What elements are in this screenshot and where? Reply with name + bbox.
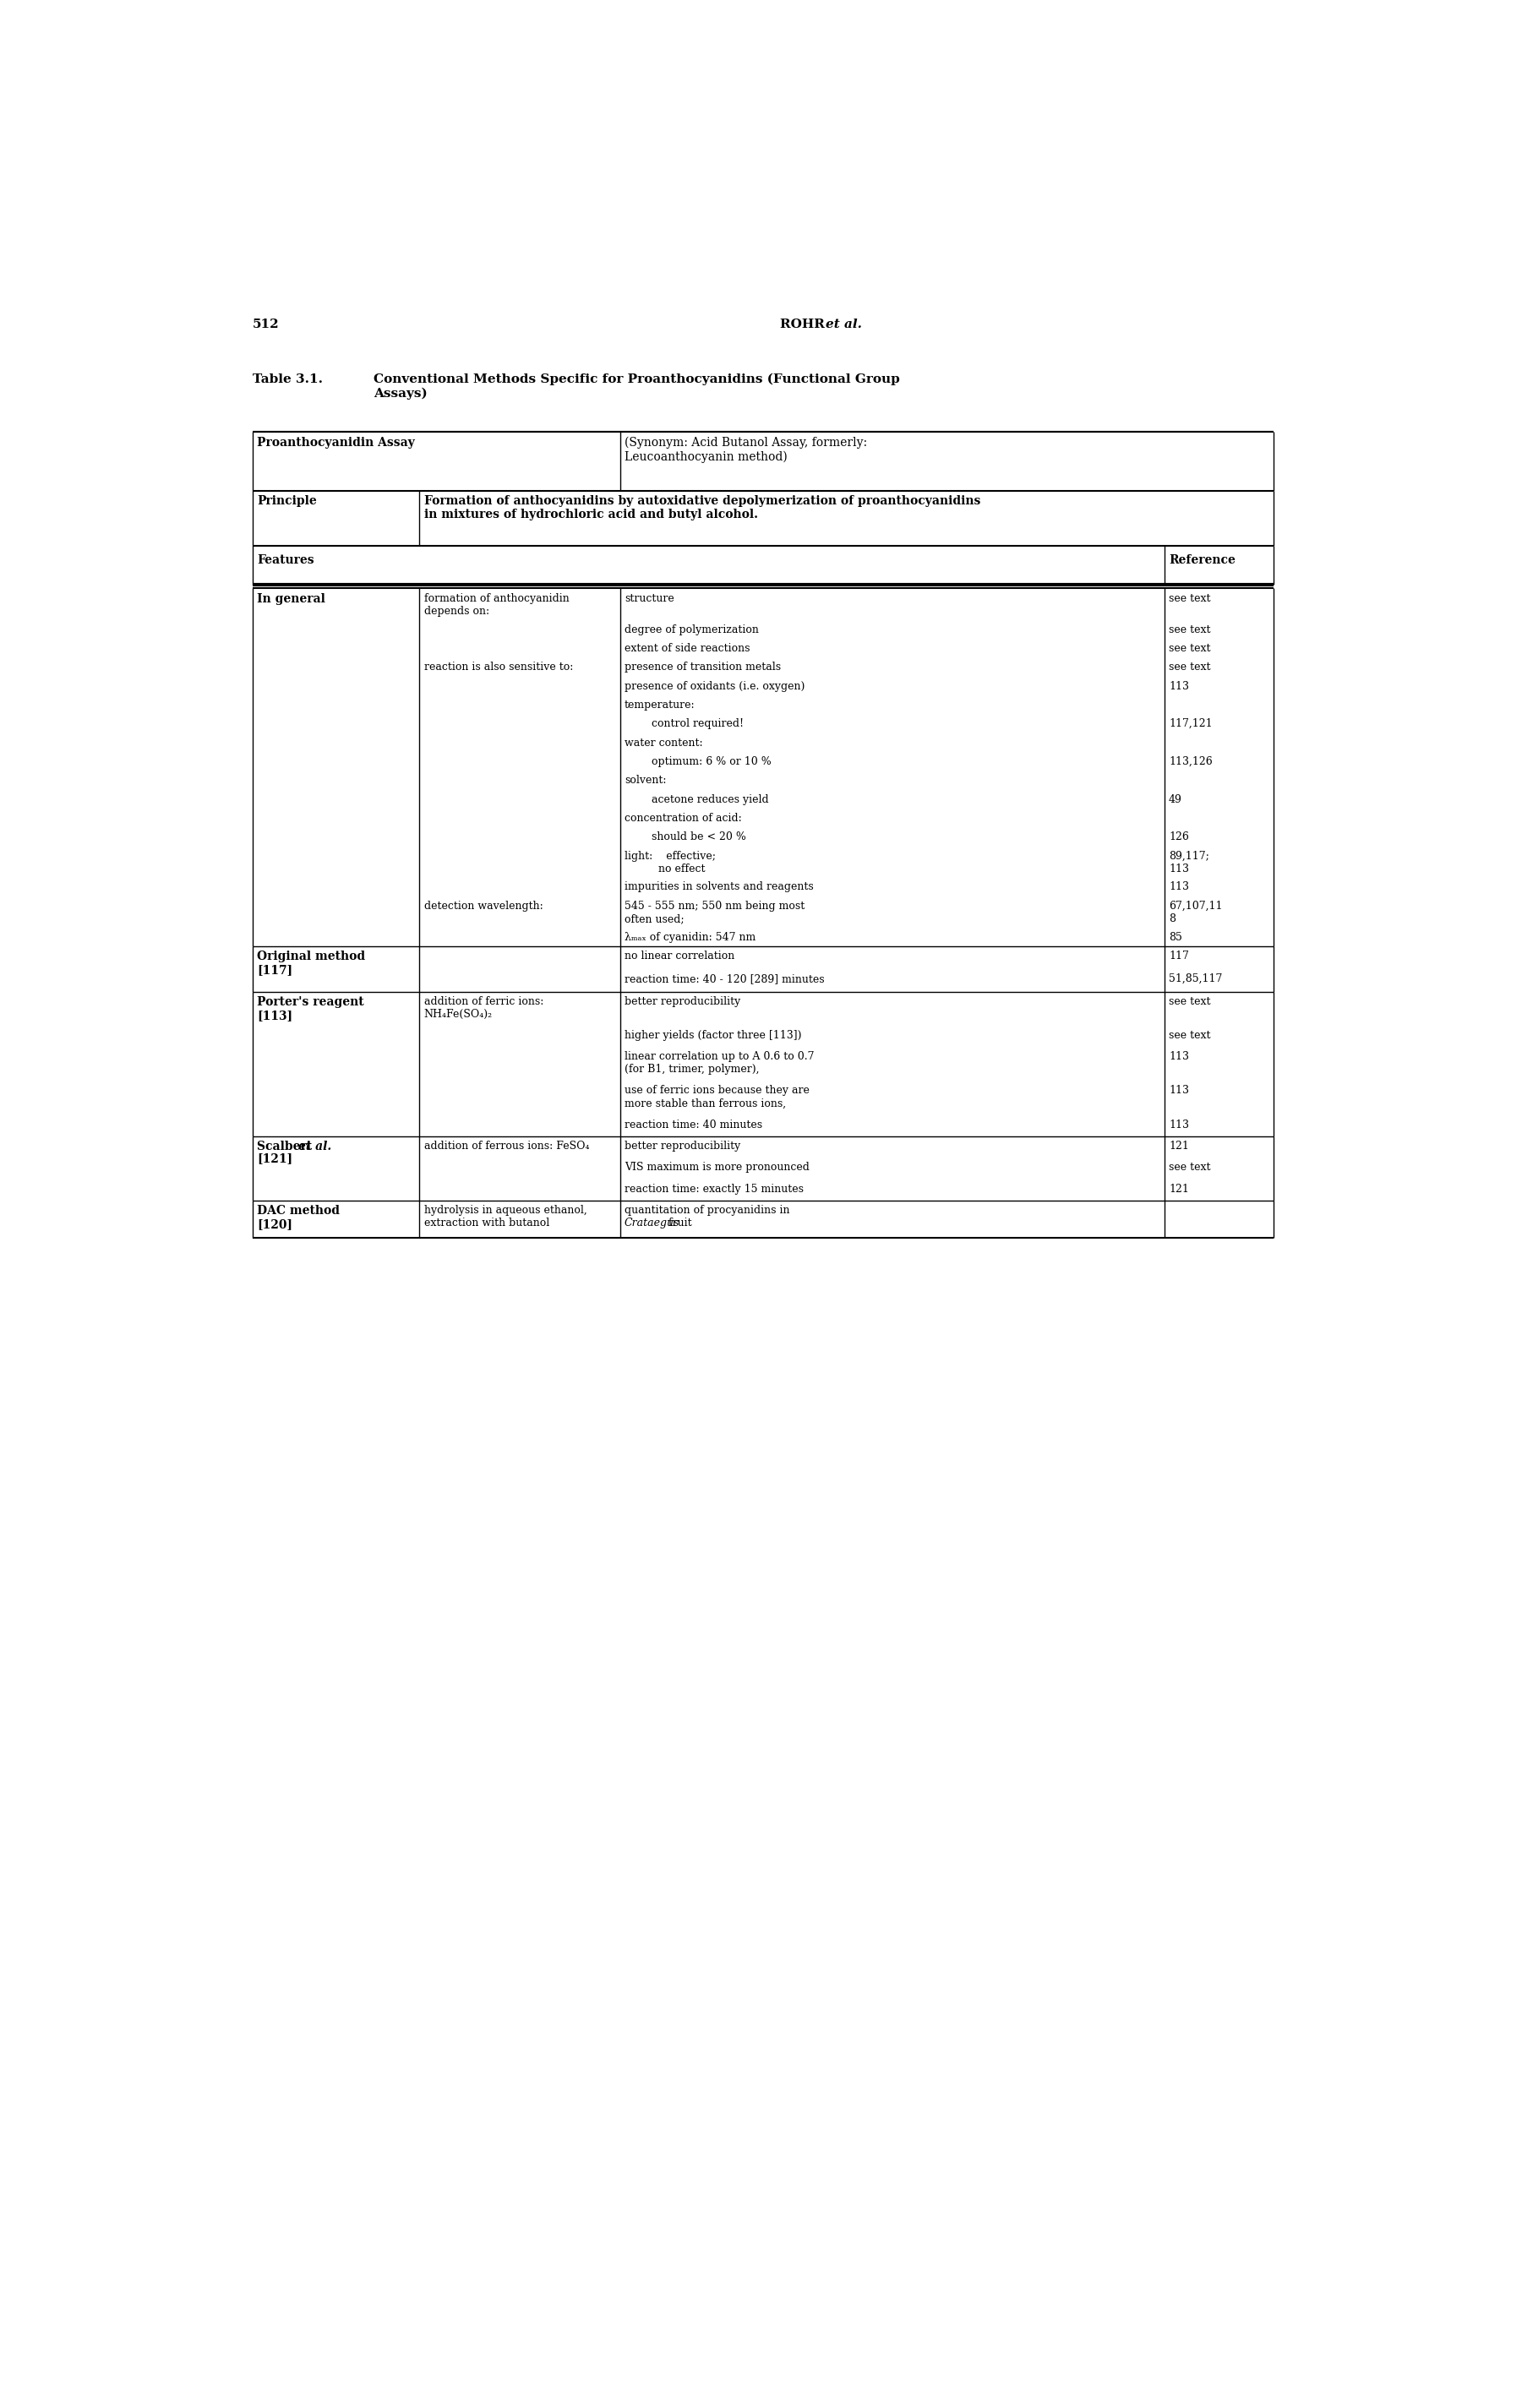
Text: 113: 113	[1169, 681, 1189, 691]
Text: see text: see text	[1169, 643, 1210, 655]
Text: VIS maximum is more pronounced: VIS maximum is more pronounced	[624, 1163, 810, 1173]
Text: 67,107,11
8: 67,107,11 8	[1169, 901, 1222, 925]
Text: Assays): Assays)	[373, 388, 428, 400]
Text: reaction time: exactly 15 minutes: reaction time: exactly 15 minutes	[624, 1182, 804, 1194]
Text: no linear correlation: no linear correlation	[624, 951, 735, 961]
Text: hydrolysis in aqueous ethanol,
extraction with butanol: hydrolysis in aqueous ethanol, extractio…	[425, 1204, 587, 1228]
Text: Formation of anthocyanidins by autoxidative depolymerization of proanthocyanidin: Formation of anthocyanidins by autoxidat…	[425, 496, 980, 520]
Text: Scalbert: Scalbert	[257, 1141, 317, 1153]
Text: see text: see text	[1169, 624, 1210, 636]
Text: detection wavelength:: detection wavelength:	[425, 901, 543, 913]
Text: see text: see text	[1169, 592, 1210, 604]
Text: reaction time: 40 - 120 [289] minutes: reaction time: 40 - 120 [289] minutes	[624, 973, 825, 985]
Text: Reference: Reference	[1169, 554, 1236, 566]
Text: see text: see text	[1169, 1031, 1210, 1040]
Text: presence of oxidants (i.e. oxygen): presence of oxidants (i.e. oxygen)	[624, 681, 805, 691]
Text: temperature:: temperature:	[624, 698, 696, 710]
Text: 545 - 555 nm; 550 nm being most
often used;: 545 - 555 nm; 550 nm being most often us…	[624, 901, 805, 925]
Text: Table 3.1.: Table 3.1.	[253, 373, 323, 385]
Text: DAC method
[120]: DAC method [120]	[257, 1204, 339, 1230]
Text: Crataegus: Crataegus	[624, 1218, 680, 1228]
Text: Features: Features	[257, 554, 314, 566]
Text: et al.: et al.	[298, 1141, 332, 1153]
Text: Principle: Principle	[257, 496, 317, 508]
Text: presence of transition metals: presence of transition metals	[624, 662, 781, 672]
Text: 117,121: 117,121	[1169, 718, 1213, 730]
Text: λₘₐₓ of cyanidin: 547 nm: λₘₐₓ of cyanidin: 547 nm	[624, 932, 756, 942]
Text: (Synonym: Acid Butanol Assay, formerly:
Leucoanthocyanin method): (Synonym: Acid Butanol Assay, formerly: …	[624, 436, 868, 462]
Text: addition of ferrous ions: FeSO₄: addition of ferrous ions: FeSO₄	[425, 1141, 589, 1151]
Text: control required!: control required!	[624, 718, 744, 730]
Text: formation of anthocyanidin
depends on:: formation of anthocyanidin depends on:	[425, 592, 569, 616]
Text: fruit: fruit	[665, 1218, 693, 1228]
Text: see text: see text	[1169, 1163, 1210, 1173]
Text: Proanthocyanidin Assay: Proanthocyanidin Assay	[257, 436, 416, 448]
Text: higher yields (factor three [113]): higher yields (factor three [113])	[624, 1031, 802, 1040]
Text: extent of side reactions: extent of side reactions	[624, 643, 750, 655]
Text: 121: 121	[1169, 1182, 1189, 1194]
Text: 121: 121	[1169, 1141, 1189, 1151]
Text: linear correlation up to A 0.6 to 0.7
(for B1, trimer, polymer),: linear correlation up to A 0.6 to 0.7 (f…	[624, 1052, 814, 1074]
Text: 51,85,117: 51,85,117	[1169, 973, 1222, 985]
Text: acetone reduces yield: acetone reduces yield	[624, 795, 769, 804]
Text: 113: 113	[1169, 881, 1189, 893]
Text: 113: 113	[1169, 1120, 1189, 1129]
Text: 89,117;
113: 89,117; 113	[1169, 850, 1208, 874]
Text: see text: see text	[1169, 997, 1210, 1007]
Text: better reproducibility: better reproducibility	[624, 1141, 741, 1151]
Text: Original method
[117]: Original method [117]	[257, 951, 365, 975]
Text: water content:: water content:	[624, 737, 703, 749]
Text: light:    effective;
          no effect: light: effective; no effect	[624, 850, 715, 874]
Text: solvent:: solvent:	[624, 775, 667, 785]
Text: use of ferric ions because they are
more stable than ferrous ions,: use of ferric ions because they are more…	[624, 1086, 810, 1110]
Text: et al.: et al.	[825, 318, 861, 330]
Text: Conventional Methods Specific for Proanthocyanidins (Functional Group: Conventional Methods Specific for Proant…	[373, 373, 900, 385]
Text: 126: 126	[1169, 831, 1189, 843]
Text: reaction is also sensitive to:: reaction is also sensitive to:	[425, 662, 574, 672]
Text: 113: 113	[1169, 1086, 1189, 1096]
Text: should be < 20 %: should be < 20 %	[624, 831, 746, 843]
Text: quantitation of procyanidins in: quantitation of procyanidins in	[624, 1204, 790, 1216]
Text: 512: 512	[253, 318, 279, 330]
Text: reaction time: 40 minutes: reaction time: 40 minutes	[624, 1120, 763, 1129]
Text: [121]: [121]	[257, 1153, 292, 1165]
Text: addition of ferric ions:
NH₄Fe(SO₄)₂: addition of ferric ions: NH₄Fe(SO₄)₂	[425, 997, 543, 1021]
Text: optimum: 6 % or 10 %: optimum: 6 % or 10 %	[624, 756, 772, 768]
Text: see text: see text	[1169, 662, 1210, 672]
Text: degree of polymerization: degree of polymerization	[624, 624, 759, 636]
Text: In general: In general	[257, 592, 326, 604]
Text: concentration of acid:: concentration of acid:	[624, 811, 741, 824]
Text: 113,126: 113,126	[1169, 756, 1213, 768]
Text: 113: 113	[1169, 1052, 1189, 1062]
Text: 117: 117	[1169, 951, 1189, 961]
Text: better reproducibility: better reproducibility	[624, 997, 741, 1007]
Text: structure: structure	[624, 592, 674, 604]
Text: impurities in solvents and reagents: impurities in solvents and reagents	[624, 881, 814, 893]
Text: 85: 85	[1169, 932, 1183, 942]
Text: 49: 49	[1169, 795, 1183, 804]
Text: Porter's reagent
[113]: Porter's reagent [113]	[257, 997, 364, 1021]
Text: ROHR: ROHR	[779, 318, 829, 330]
